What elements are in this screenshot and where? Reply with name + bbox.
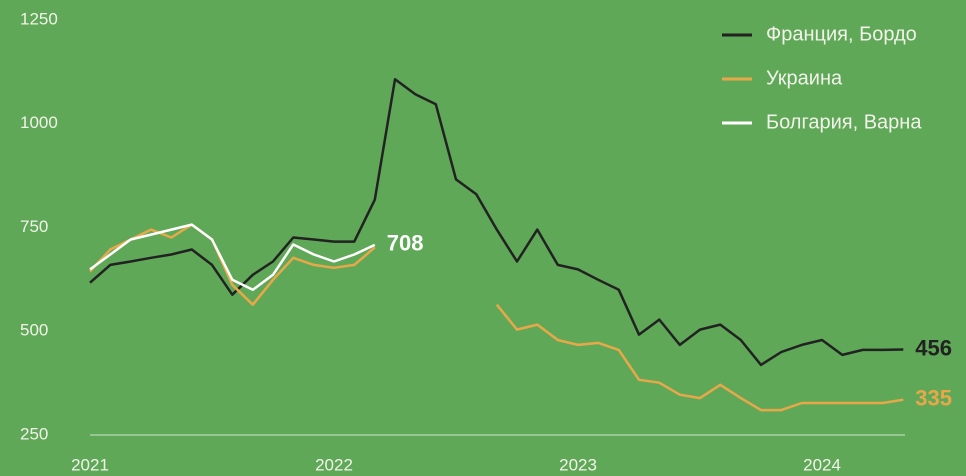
series-line — [89, 223, 376, 292]
legend-label: Украина — [766, 67, 843, 89]
legend-label: Франция, Бордо — [766, 23, 917, 45]
y-tick-label: 500 — [20, 321, 48, 340]
x-tick-label: 2022 — [315, 455, 353, 474]
legend: Франция, Бордо Украина Болгария, Варна — [722, 23, 922, 133]
end-label: 335 — [915, 386, 952, 411]
x-tick-label: 2023 — [559, 455, 597, 474]
series-line — [89, 223, 904, 412]
x-tick-label: 2021 — [71, 455, 109, 474]
series-line — [89, 78, 904, 367]
legend-label: Болгария, Варна — [766, 111, 922, 133]
y-tick-label: 250 — [20, 424, 48, 443]
y-tick-label: 750 — [20, 217, 48, 236]
y-tick-label: 1000 — [20, 113, 58, 132]
end-label: 708 — [387, 231, 424, 256]
y-tick-label: 1250 — [20, 9, 58, 28]
x-tick-label: 2024 — [803, 455, 841, 474]
end-label: 456 — [915, 335, 952, 360]
